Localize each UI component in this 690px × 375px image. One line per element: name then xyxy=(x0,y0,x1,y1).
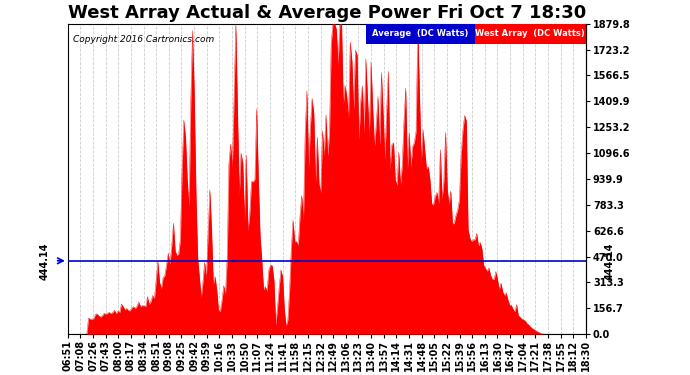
Bar xyxy=(366,24,475,44)
Title: West Array Actual & Average Power Fri Oct 7 18:30: West Array Actual & Average Power Fri Oc… xyxy=(68,4,586,22)
Bar xyxy=(475,24,586,44)
Text: 444.14: 444.14 xyxy=(604,242,614,279)
Text: West Array  (DC Watts): West Array (DC Watts) xyxy=(475,29,585,38)
Text: 444.14: 444.14 xyxy=(39,242,50,279)
Text: Copyright 2016 Cartronics.com: Copyright 2016 Cartronics.com xyxy=(73,34,214,44)
Text: Average  (DC Watts): Average (DC Watts) xyxy=(372,29,469,38)
